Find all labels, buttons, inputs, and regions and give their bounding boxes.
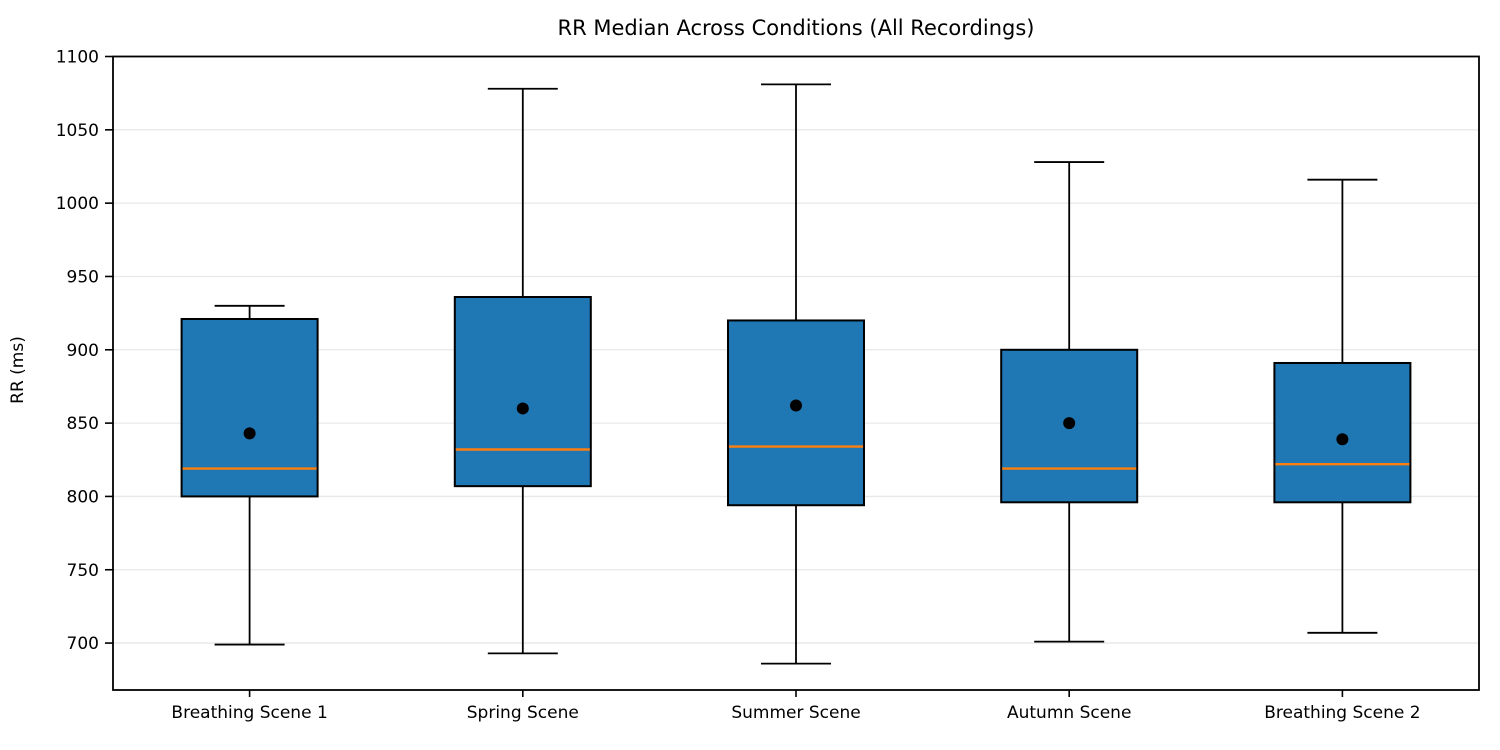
x-tick-label-2: Summer Scene	[731, 703, 860, 723]
chart-title: RR Median Across Conditions (All Recordi…	[557, 16, 1035, 40]
box-breathing-scene-2-iqr	[1273, 361, 1412, 504]
y-tick-label-1100: 1100	[56, 48, 99, 68]
x-tick-label-4: Breathing Scene 2	[1264, 703, 1420, 723]
plot-frame	[112, 55, 1480, 691]
box-autumn-scene-mean-marker	[1063, 417, 1076, 430]
x-tick-label-1: Spring Scene	[467, 703, 579, 723]
y-tick-label-950: 950	[67, 267, 99, 287]
x-tick-label-3: Autumn Scene	[1007, 703, 1131, 723]
y-tick-label-700: 700	[67, 634, 99, 654]
y-tick-label-750: 750	[67, 561, 99, 581]
box-summer-scene-mean-marker	[790, 399, 802, 412]
box-spring-scene-mean-marker	[516, 402, 529, 415]
box-breathing-scene-1-iqr	[180, 317, 319, 498]
y-tick-label-900: 900	[67, 341, 99, 361]
x-tick-label-0: Breathing Scene 1	[171, 703, 327, 723]
box-summer-scene-iqr	[727, 319, 865, 507]
box-breathing-scene-2-mean-marker	[1336, 433, 1349, 446]
y-tick-label-800: 800	[67, 487, 99, 507]
box-breathing-scene-1-mean-marker	[243, 427, 256, 440]
y-tick-label-1000: 1000	[56, 194, 99, 214]
y-tick-label-850: 850	[67, 414, 99, 434]
y-tick-label-1050: 1050	[56, 121, 99, 141]
box-spring-scene-iqr	[453, 295, 592, 488]
